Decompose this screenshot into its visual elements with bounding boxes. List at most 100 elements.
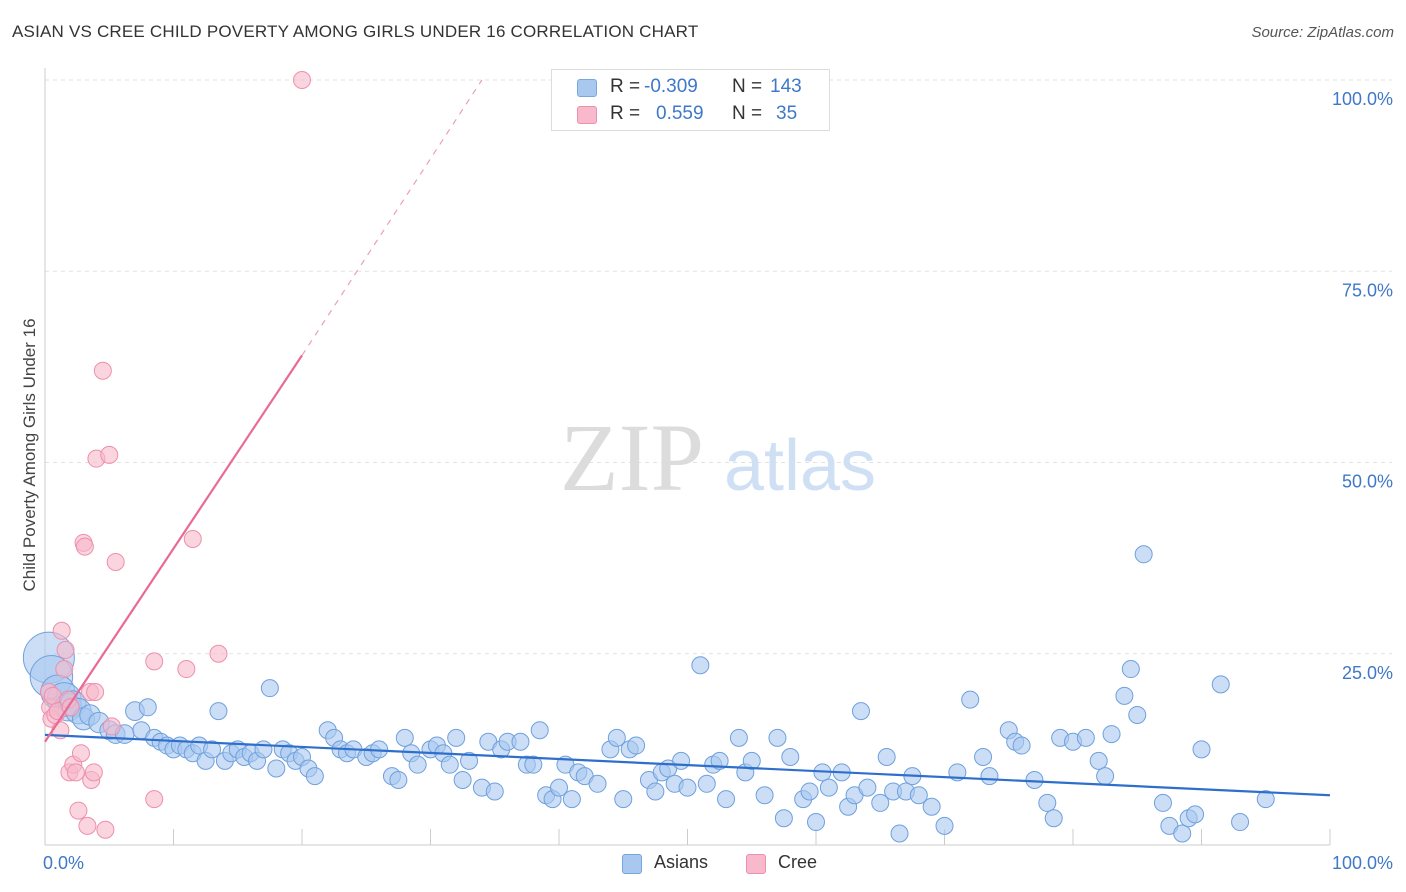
legend-r-label: R = — [610, 103, 641, 124]
point-asians — [1012, 736, 1031, 755]
legend-label-asians: Asians — [654, 852, 709, 872]
point-asians — [935, 816, 954, 835]
point-asians — [408, 755, 427, 774]
x-tick-label-min: 0.0% — [43, 853, 84, 873]
trendline-extension-cree — [301, 79, 483, 356]
point-cree — [145, 790, 164, 809]
x-tick-labels: 0.0% 100.0% — [43, 853, 1393, 873]
point-cree — [177, 660, 196, 679]
source-label: Source: ZipAtlas.com — [1251, 24, 1394, 41]
point-cree — [71, 744, 90, 763]
point-asians — [1186, 805, 1205, 824]
point-asians — [562, 790, 581, 809]
point-cree — [78, 816, 97, 835]
point-asians — [768, 728, 787, 747]
legend-swatch-asians — [622, 854, 642, 874]
point-asians — [524, 755, 543, 774]
point-asians — [807, 813, 825, 832]
legend-row-cree: R = 0.559 N = 35 — [552, 101, 829, 127]
point-asians — [974, 748, 993, 767]
point-asians — [1089, 751, 1108, 770]
point-asians — [267, 759, 286, 778]
point-cree — [100, 445, 119, 464]
point-cree — [93, 361, 112, 380]
point-asians — [871, 793, 890, 812]
point-asians — [1102, 725, 1121, 744]
point-asians — [858, 778, 877, 797]
point-asians — [851, 702, 870, 721]
point-asians — [646, 782, 665, 801]
point-asians — [710, 751, 729, 770]
point-asians — [530, 721, 549, 740]
legend-r-value-cree: 0.559 — [656, 103, 704, 124]
point-asians — [717, 790, 736, 809]
point-asians — [774, 809, 793, 828]
point-asians — [672, 751, 691, 770]
grid-lines — [45, 79, 1392, 655]
point-asians — [260, 679, 279, 698]
point-asians — [138, 698, 157, 717]
x-ticks — [44, 829, 1331, 845]
point-asians — [485, 782, 504, 801]
point-asians — [755, 786, 774, 805]
point-asians — [697, 774, 716, 793]
point-asians — [209, 702, 228, 721]
point-asians — [890, 824, 909, 843]
point-asians — [1231, 813, 1250, 832]
legend-n-value-cree: 35 — [776, 103, 798, 124]
legend-swatch-cree — [746, 854, 766, 874]
legend-label-cree: Cree — [778, 852, 818, 872]
point-cree — [43, 686, 62, 705]
point-asians — [1134, 545, 1153, 564]
point-asians — [922, 797, 941, 816]
point-cree — [86, 683, 105, 701]
point-cree — [145, 652, 164, 671]
point-asians — [550, 778, 568, 797]
point-cree — [56, 640, 75, 659]
point-asians — [1211, 675, 1230, 694]
point-asians — [909, 786, 928, 805]
watermark-atlas: atlas — [724, 426, 876, 506]
watermark-zip: ZIP — [560, 404, 704, 511]
legend-r-value-asians: -0.309 — [644, 76, 698, 97]
point-cree — [69, 801, 88, 820]
point-asians — [678, 778, 697, 797]
legend-n-label: N = — [732, 103, 763, 124]
chart-title: ASIAN VS CREE CHILD POVERTY AMONG GIRLS … — [12, 22, 699, 41]
point-asians — [742, 751, 761, 770]
point-asians — [1256, 790, 1275, 809]
trendline-asians — [44, 733, 1331, 797]
point-asians — [961, 690, 980, 709]
point-asians — [877, 748, 896, 767]
point-asians — [607, 728, 626, 747]
point-asians — [1025, 770, 1044, 789]
watermark: ZIP atlas — [560, 404, 876, 511]
point-asians — [819, 778, 838, 797]
legend-r-label: R = — [610, 76, 641, 97]
trend-lines — [44, 79, 1331, 797]
point-asians — [447, 728, 466, 747]
correlation-legend: R = -0.309 N = 143 R = 0.559 N = 35 — [551, 69, 830, 131]
point-cree — [75, 537, 94, 556]
point-asians — [980, 767, 999, 786]
point-asians — [588, 774, 607, 793]
point-asians — [614, 790, 633, 809]
point-asians — [203, 740, 222, 759]
series-cree-points — [39, 71, 311, 839]
y-tick-labels: 100.0% 75.0% 50.0% 25.0% — [1332, 89, 1393, 683]
point-cree — [66, 763, 85, 782]
point-cree — [209, 644, 228, 663]
legend-n-value-asians: 143 — [770, 76, 802, 97]
point-asians — [305, 767, 324, 786]
trendline-cree — [44, 354, 303, 743]
point-asians — [389, 770, 408, 789]
point-asians — [1121, 660, 1140, 679]
point-asians — [800, 782, 819, 801]
point-cree — [52, 621, 71, 640]
point-asians — [1076, 728, 1095, 747]
point-asians — [691, 656, 710, 675]
point-asians — [395, 728, 414, 747]
point-cree — [84, 763, 103, 782]
point-asians — [453, 770, 472, 789]
